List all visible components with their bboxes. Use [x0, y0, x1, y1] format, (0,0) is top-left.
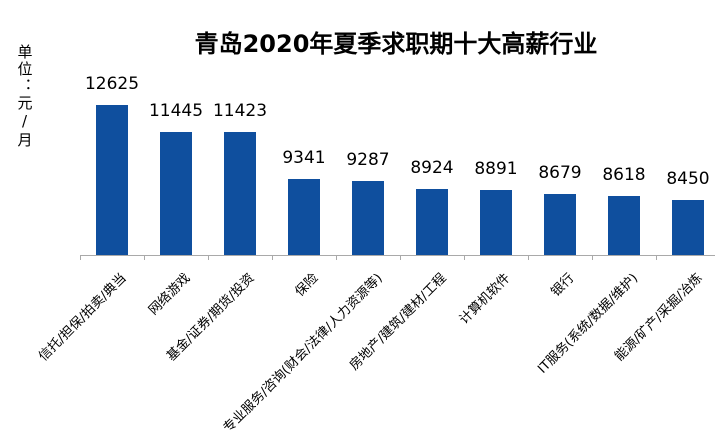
chart-title: 青岛2020年夏季求职期十大高薪行业: [194, 30, 598, 58]
category-label-7: 计算机软件: [456, 270, 514, 328]
category-label-8: 银行: [548, 270, 578, 300]
category-label-4: 保险: [292, 270, 322, 300]
bar-1: [96, 105, 128, 255]
x-axis-tick-1: [144, 256, 145, 260]
value-label-9: 8618: [602, 165, 646, 185]
bar-6: [416, 189, 448, 255]
value-label-5: 9287: [346, 150, 390, 170]
bar-3: [224, 132, 256, 255]
x-axis-tick-6: [464, 256, 465, 260]
bar-7: [480, 190, 512, 255]
value-label-3: 11423: [212, 101, 268, 121]
value-label-7: 8891: [474, 159, 518, 179]
bar-8: [544, 194, 576, 255]
x-axis-tick-7: [528, 256, 529, 260]
category-label-1: 信托/担保/拍卖/典当: [35, 270, 130, 365]
bar-10: [672, 200, 704, 255]
x-axis-tick-0: [80, 256, 81, 260]
x-axis-tick-8: [592, 256, 593, 260]
value-label-8: 8679: [538, 163, 582, 183]
x-axis-line: [80, 255, 715, 256]
value-label-1: 12625: [84, 74, 140, 94]
value-label-10: 8450: [666, 169, 710, 189]
x-axis-tick-5: [400, 256, 401, 260]
x-axis-tick-3: [272, 256, 273, 260]
bar-4: [288, 179, 320, 255]
bar-2: [160, 132, 192, 255]
x-axis-tick-4: [336, 256, 337, 260]
x-axis-tick-9: [656, 256, 657, 260]
x-axis-tick-2: [208, 256, 209, 260]
bar-9: [608, 196, 640, 255]
value-label-4: 9341: [282, 148, 326, 168]
y-axis-unit-label: 单位：元/月: [15, 44, 34, 149]
plot-area: 12625 11445 11423 9341 9287 8924 8891 8679 8618 8…: [80, 0, 715, 255]
value-label-6: 8924: [410, 158, 454, 178]
category-label-2: 网络游戏: [146, 270, 194, 319]
bar-5: [352, 181, 384, 255]
value-label-2: 11445: [148, 101, 204, 121]
